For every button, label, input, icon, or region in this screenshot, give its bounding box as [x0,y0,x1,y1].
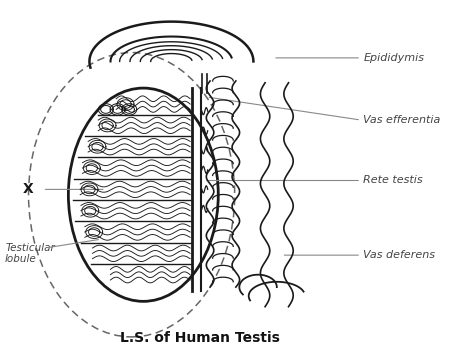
Text: Vas efferentia: Vas efferentia [364,115,441,125]
Ellipse shape [68,88,218,301]
Text: Vas deferens: Vas deferens [364,250,436,260]
Text: L.S. of Human Testis: L.S. of Human Testis [119,331,280,345]
Text: Rete testis: Rete testis [364,175,423,186]
Text: Epididymis: Epididymis [364,53,425,63]
Text: Testicular
lobule: Testicular lobule [5,243,55,264]
Text: X: X [23,182,34,196]
